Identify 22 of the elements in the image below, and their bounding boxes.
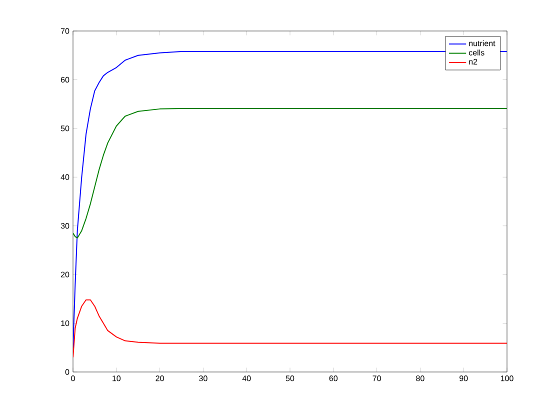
y-tick-label: 20	[60, 272, 70, 278]
x-tick-label: 60	[329, 376, 338, 382]
y-tick-label: 30	[60, 223, 70, 229]
x-tick-label: 10	[112, 376, 121, 382]
y-tick-label: 70	[60, 28, 70, 34]
y-tick-label: 0	[65, 369, 70, 375]
x-tick-label: 40	[242, 376, 251, 382]
legend-label: n2	[469, 58, 478, 64]
y-tick-label: 60	[60, 76, 70, 83]
x-tick-label: 20	[156, 376, 164, 382]
y-tick-label: 50	[60, 126, 70, 132]
x-tick-label: 30	[199, 376, 208, 382]
x-tick-label: 50	[286, 376, 294, 382]
legend-label: cells	[468, 50, 484, 56]
x-tick-label: 80	[416, 376, 424, 382]
x-tick-label: 70	[372, 376, 381, 382]
y-tick-label: 40	[60, 174, 70, 180]
legend-label: nutrient	[469, 40, 496, 46]
x-tick-label: 0	[71, 376, 75, 382]
x-tick-label: 100	[500, 376, 514, 382]
x-tick-label: 90	[460, 376, 468, 382]
y-tick-label: 10	[61, 320, 70, 326]
